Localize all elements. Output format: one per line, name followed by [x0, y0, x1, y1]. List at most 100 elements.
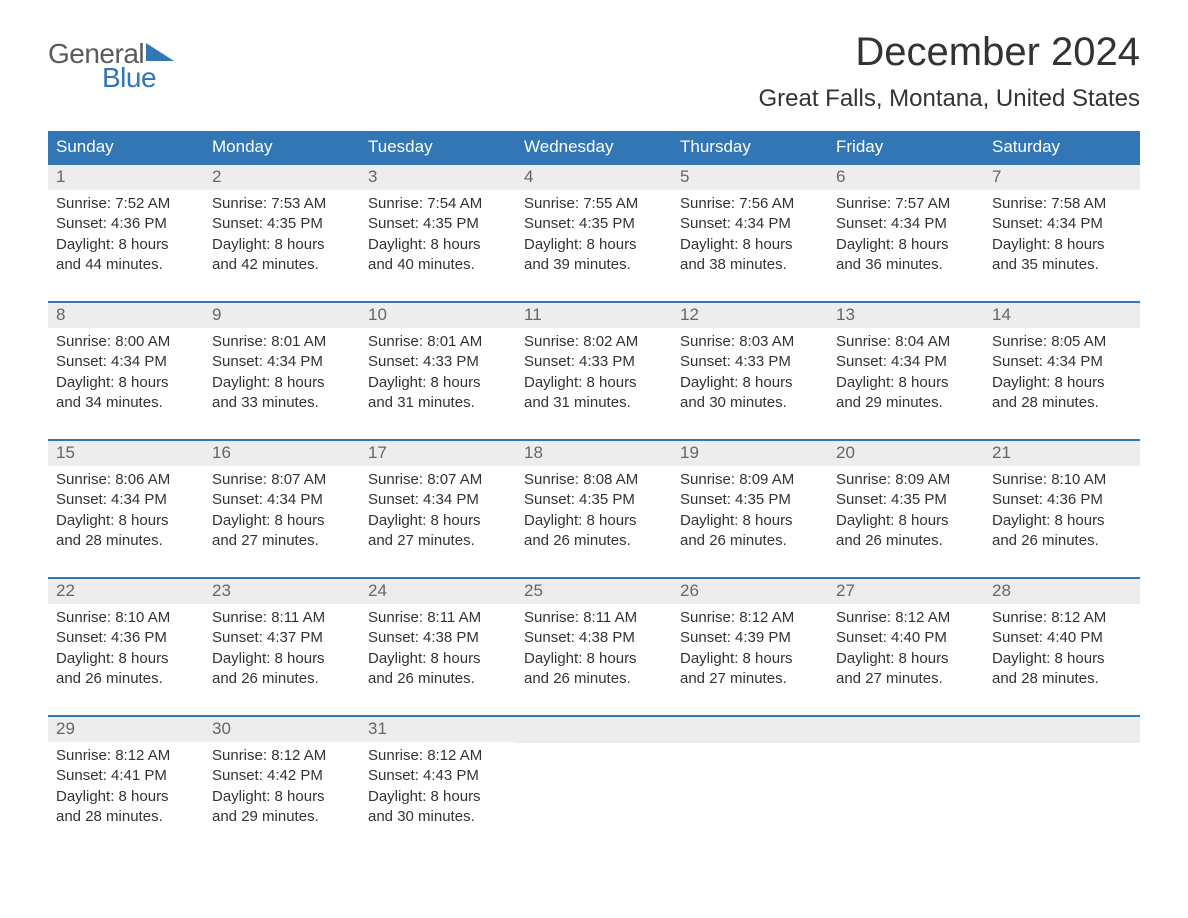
day-number: 31	[360, 717, 516, 742]
day-cell: 17Sunrise: 8:07 AM Sunset: 4:34 PM Dayli…	[360, 441, 516, 559]
day-cell	[672, 717, 828, 835]
day-sun-info	[828, 743, 984, 753]
day-number: 23	[204, 579, 360, 604]
day-header-thursday: Thursday	[672, 131, 828, 163]
day-sun-info: Sunrise: 8:09 AM Sunset: 4:35 PM Dayligh…	[828, 466, 984, 557]
day-number: 14	[984, 303, 1140, 328]
day-sun-info: Sunrise: 8:12 AM Sunset: 4:39 PM Dayligh…	[672, 604, 828, 695]
day-number: 29	[48, 717, 204, 742]
day-number: 2	[204, 165, 360, 190]
weeks-container: 1Sunrise: 7:52 AM Sunset: 4:36 PM Daylig…	[48, 163, 1140, 835]
day-sun-info-text: Sunrise: 7:54 AM Sunset: 4:35 PM Dayligh…	[368, 194, 508, 275]
day-sun-info-text: Sunrise: 8:11 AM Sunset: 4:37 PM Dayligh…	[212, 608, 352, 689]
day-cell	[828, 717, 984, 835]
day-number: 25	[516, 579, 672, 604]
day-sun-info: Sunrise: 8:11 AM Sunset: 4:38 PM Dayligh…	[516, 604, 672, 695]
day-cell: 6Sunrise: 7:57 AM Sunset: 4:34 PM Daylig…	[828, 165, 984, 283]
day-sun-info-text: Sunrise: 8:10 AM Sunset: 4:36 PM Dayligh…	[992, 470, 1132, 551]
location-subtitle: Great Falls, Montana, United States	[758, 85, 1140, 113]
day-number: 19	[672, 441, 828, 466]
calendar-week: 1Sunrise: 7:52 AM Sunset: 4:36 PM Daylig…	[48, 163, 1140, 283]
day-sun-info: Sunrise: 8:12 AM Sunset: 4:40 PM Dayligh…	[984, 604, 1140, 695]
day-cell: 16Sunrise: 8:07 AM Sunset: 4:34 PM Dayli…	[204, 441, 360, 559]
day-cell: 7Sunrise: 7:58 AM Sunset: 4:34 PM Daylig…	[984, 165, 1140, 283]
day-number	[828, 717, 984, 743]
day-sun-info-text: Sunrise: 8:09 AM Sunset: 4:35 PM Dayligh…	[836, 470, 976, 551]
calendar: Sunday Monday Tuesday Wednesday Thursday…	[48, 131, 1140, 835]
day-sun-info-text: Sunrise: 8:12 AM Sunset: 4:40 PM Dayligh…	[992, 608, 1132, 689]
day-cell: 28Sunrise: 8:12 AM Sunset: 4:40 PM Dayli…	[984, 579, 1140, 697]
day-sun-info: Sunrise: 7:56 AM Sunset: 4:34 PM Dayligh…	[672, 190, 828, 281]
day-sun-info-text: Sunrise: 8:02 AM Sunset: 4:33 PM Dayligh…	[524, 332, 664, 413]
day-cell: 5 Sunrise: 7:56 AM Sunset: 4:34 PM Daylig…	[672, 165, 828, 283]
day-sun-info-text: Sunrise: 8:12 AM Sunset: 4:41 PM Dayligh…	[56, 746, 196, 827]
day-number: 10	[360, 303, 516, 328]
day-number: 27	[828, 579, 984, 604]
day-sun-info: Sunrise: 8:01 AM Sunset: 4:33 PM Dayligh…	[360, 328, 516, 419]
day-header-row: Sunday Monday Tuesday Wednesday Thursday…	[48, 131, 1140, 163]
day-number: 30	[204, 717, 360, 742]
day-number: 16	[204, 441, 360, 466]
day-sun-info: Sunrise: 8:12 AM Sunset: 4:40 PM Dayligh…	[828, 604, 984, 695]
day-cell: 19Sunrise: 8:09 AM Sunset: 4:35 PM Dayli…	[672, 441, 828, 559]
day-number: 11	[516, 303, 672, 328]
day-sun-info: Sunrise: 8:11 AM Sunset: 4:37 PM Dayligh…	[204, 604, 360, 695]
day-sun-info: Sunrise: 7:58 AM Sunset: 4:34 PM Dayligh…	[984, 190, 1140, 281]
day-sun-info-text: Sunrise: 7:56 AM Sunset: 4:34 PM Dayligh…	[680, 194, 820, 275]
day-sun-info: Sunrise: 7:53 AM Sunset: 4:35 PM Dayligh…	[204, 190, 360, 281]
day-cell: 2Sunrise: 7:53 AM Sunset: 4:35 PM Daylig…	[204, 165, 360, 283]
day-sun-info-text: Sunrise: 8:12 AM Sunset: 4:39 PM Dayligh…	[680, 608, 820, 689]
day-sun-info	[672, 743, 828, 753]
day-sun-info-text: Sunrise: 8:05 AM Sunset: 4:34 PM Dayligh…	[992, 332, 1132, 413]
day-number: 15	[48, 441, 204, 466]
day-cell: 9Sunrise: 8:01 AM Sunset: 4:34 PM Daylig…	[204, 303, 360, 421]
day-sun-info: Sunrise: 8:07 AM Sunset: 4:34 PM Dayligh…	[204, 466, 360, 557]
day-cell: 4Sunrise: 7:55 AM Sunset: 4:35 PM Daylig…	[516, 165, 672, 283]
day-sun-info-text: Sunrise: 8:00 AM Sunset: 4:34 PM Dayligh…	[56, 332, 196, 413]
day-number: 4	[516, 165, 672, 190]
day-sun-info-text: Sunrise: 8:12 AM Sunset: 4:43 PM Dayligh…	[368, 746, 508, 827]
day-sun-info: Sunrise: 8:10 AM Sunset: 4:36 PM Dayligh…	[984, 466, 1140, 557]
day-cell: 14 Sunrise: 8:05 AM Sunset: 4:34 PM Dayli…	[984, 303, 1140, 421]
day-header-saturday: Saturday	[984, 131, 1140, 163]
day-cell: 22Sunrise: 8:10 AM Sunset: 4:36 PM Dayli…	[48, 579, 204, 697]
day-cell	[516, 717, 672, 835]
day-header-tuesday: Tuesday	[360, 131, 516, 163]
day-cell: 13Sunrise: 8:04 AM Sunset: 4:34 PM Dayli…	[828, 303, 984, 421]
day-cell: 20Sunrise: 8:09 AM Sunset: 4:35 PM Dayli…	[828, 441, 984, 559]
day-sun-info-text: Sunrise: 8:03 AM Sunset: 4:33 PM Dayligh…	[680, 332, 820, 413]
day-cell: 30Sunrise: 8:12 AM Sunset: 4:42 PM Dayli…	[204, 717, 360, 835]
day-cell: 25 Sunrise: 8:11 AM Sunset: 4:38 PM Dayli…	[516, 579, 672, 697]
day-number: 18	[516, 441, 672, 466]
day-sun-info-text: Sunrise: 8:10 AM Sunset: 4:36 PM Dayligh…	[56, 608, 196, 689]
day-cell: 18Sunrise: 8:08 AM Sunset: 4:35 PM Dayli…	[516, 441, 672, 559]
day-sun-info	[516, 743, 672, 753]
day-number: 7	[984, 165, 1140, 190]
day-number: 5	[672, 165, 828, 190]
day-number: 26	[672, 579, 828, 604]
day-sun-info-text: Sunrise: 8:07 AM Sunset: 4:34 PM Dayligh…	[368, 470, 508, 551]
day-sun-info-text: Sunrise: 8:01 AM Sunset: 4:34 PM Dayligh…	[212, 332, 352, 413]
day-cell: 3Sunrise: 7:54 AM Sunset: 4:35 PM Daylig…	[360, 165, 516, 283]
day-sun-info: Sunrise: 8:02 AM Sunset: 4:33 PM Dayligh…	[516, 328, 672, 419]
header-right: December 2024 Great Falls, Montana, Unit…	[758, 30, 1140, 113]
logo: General Blue	[48, 30, 176, 92]
day-cell	[984, 717, 1140, 835]
day-cell: 24 Sunrise: 8:11 AM Sunset: 4:38 PM Dayli…	[360, 579, 516, 697]
day-cell: 12Sunrise: 8:03 AM Sunset: 4:33 PM Dayli…	[672, 303, 828, 421]
day-number	[672, 717, 828, 743]
day-cell: 26 Sunrise: 8:12 AM Sunset: 4:39 PM Dayli…	[672, 579, 828, 697]
calendar-week: 22Sunrise: 8:10 AM Sunset: 4:36 PM Dayli…	[48, 577, 1140, 697]
day-sun-info-text: Sunrise: 8:11 AM Sunset: 4:38 PM Dayligh…	[524, 608, 664, 689]
calendar-week: 29 Sunrise: 8:12 AM Sunset: 4:41 PM Dayli…	[48, 715, 1140, 835]
day-sun-info: Sunrise: 8:00 AM Sunset: 4:34 PM Dayligh…	[48, 328, 204, 419]
day-sun-info: Sunrise: 8:01 AM Sunset: 4:34 PM Dayligh…	[204, 328, 360, 419]
page-title: December 2024	[758, 30, 1140, 75]
day-number: 8	[48, 303, 204, 328]
day-cell: 10Sunrise: 8:01 AM Sunset: 4:33 PM Dayli…	[360, 303, 516, 421]
day-sun-info-text: Sunrise: 8:11 AM Sunset: 4:38 PM Dayligh…	[368, 608, 508, 689]
day-sun-info-text: Sunrise: 8:06 AM Sunset: 4:34 PM Dayligh…	[56, 470, 196, 551]
day-cell: 15 Sunrise: 8:06 AM Sunset: 4:34 PM Dayli…	[48, 441, 204, 559]
day-number	[984, 717, 1140, 743]
day-number: 24	[360, 579, 516, 604]
